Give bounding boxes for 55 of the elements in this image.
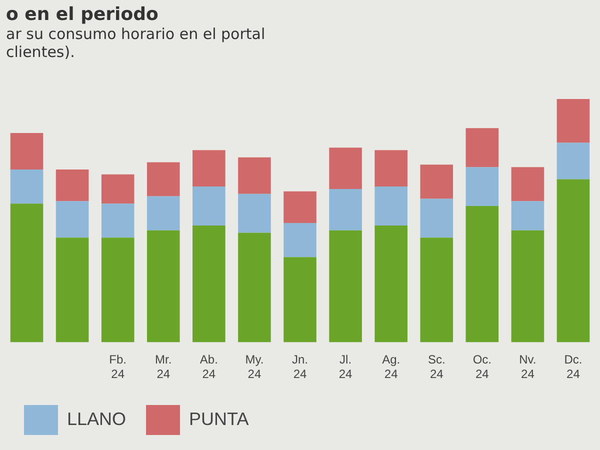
bar: [238, 194, 271, 233]
x-tick-label: Fb. 24: [109, 352, 127, 382]
legend-label: PUNTA: [189, 408, 249, 429]
bar: [374, 225, 408, 342]
bar: [146, 230, 180, 342]
bar: [284, 257, 316, 342]
text: ar su consumo horario en el portal: [6, 25, 266, 43]
bar: [556, 142, 590, 180]
x-tick-label: Jn. 24: [292, 352, 308, 382]
bar: [556, 99, 590, 143]
bar: [284, 223, 316, 258]
bar: [374, 150, 408, 187]
bar: [238, 157, 271, 194]
bar: [420, 238, 454, 342]
chart-title: o en el periodo: [6, 4, 160, 25]
bar: [192, 225, 226, 342]
x-tick-label: Ag. 24: [382, 352, 400, 382]
bar: [56, 201, 89, 238]
bar: [10, 133, 44, 170]
bar: [10, 170, 44, 204]
x-tick-label: Ab. 24: [200, 352, 218, 382]
bar: [56, 238, 89, 342]
bar: [374, 186, 408, 226]
bar: [101, 174, 134, 204]
bar: [284, 191, 316, 224]
bar: [466, 206, 499, 342]
x-tick-label: Dc. 24: [564, 352, 582, 382]
text: clientes).: [6, 43, 76, 61]
x-tick-label: Jl. 24: [338, 352, 353, 382]
bar: [101, 238, 134, 342]
bar: [146, 162, 180, 196]
x-tick-label: My. 24: [245, 352, 264, 382]
x-tick-label: Nv. 24: [519, 352, 536, 382]
x-tick-label: Oc. 24: [472, 352, 492, 382]
bar: [101, 204, 134, 238]
bar: [192, 150, 226, 187]
bar: [420, 164, 454, 199]
bar: [466, 128, 499, 168]
x-tick-label: Sc. 24: [428, 352, 446, 382]
bar: [511, 201, 544, 230]
bar: [329, 230, 362, 342]
bar: [420, 198, 454, 238]
x-tick-label: Mr. 24: [155, 352, 172, 382]
bar: [511, 167, 544, 202]
bar: [329, 148, 362, 189]
bar: [56, 170, 89, 202]
bar: [556, 179, 590, 342]
bar: [466, 167, 499, 206]
bar: [146, 196, 180, 230]
legend-label: LLANO: [67, 408, 126, 429]
bar: [10, 204, 44, 342]
bar: [238, 232, 271, 342]
bar: [511, 230, 544, 342]
bar: [192, 186, 226, 226]
bar: [329, 188, 362, 230]
